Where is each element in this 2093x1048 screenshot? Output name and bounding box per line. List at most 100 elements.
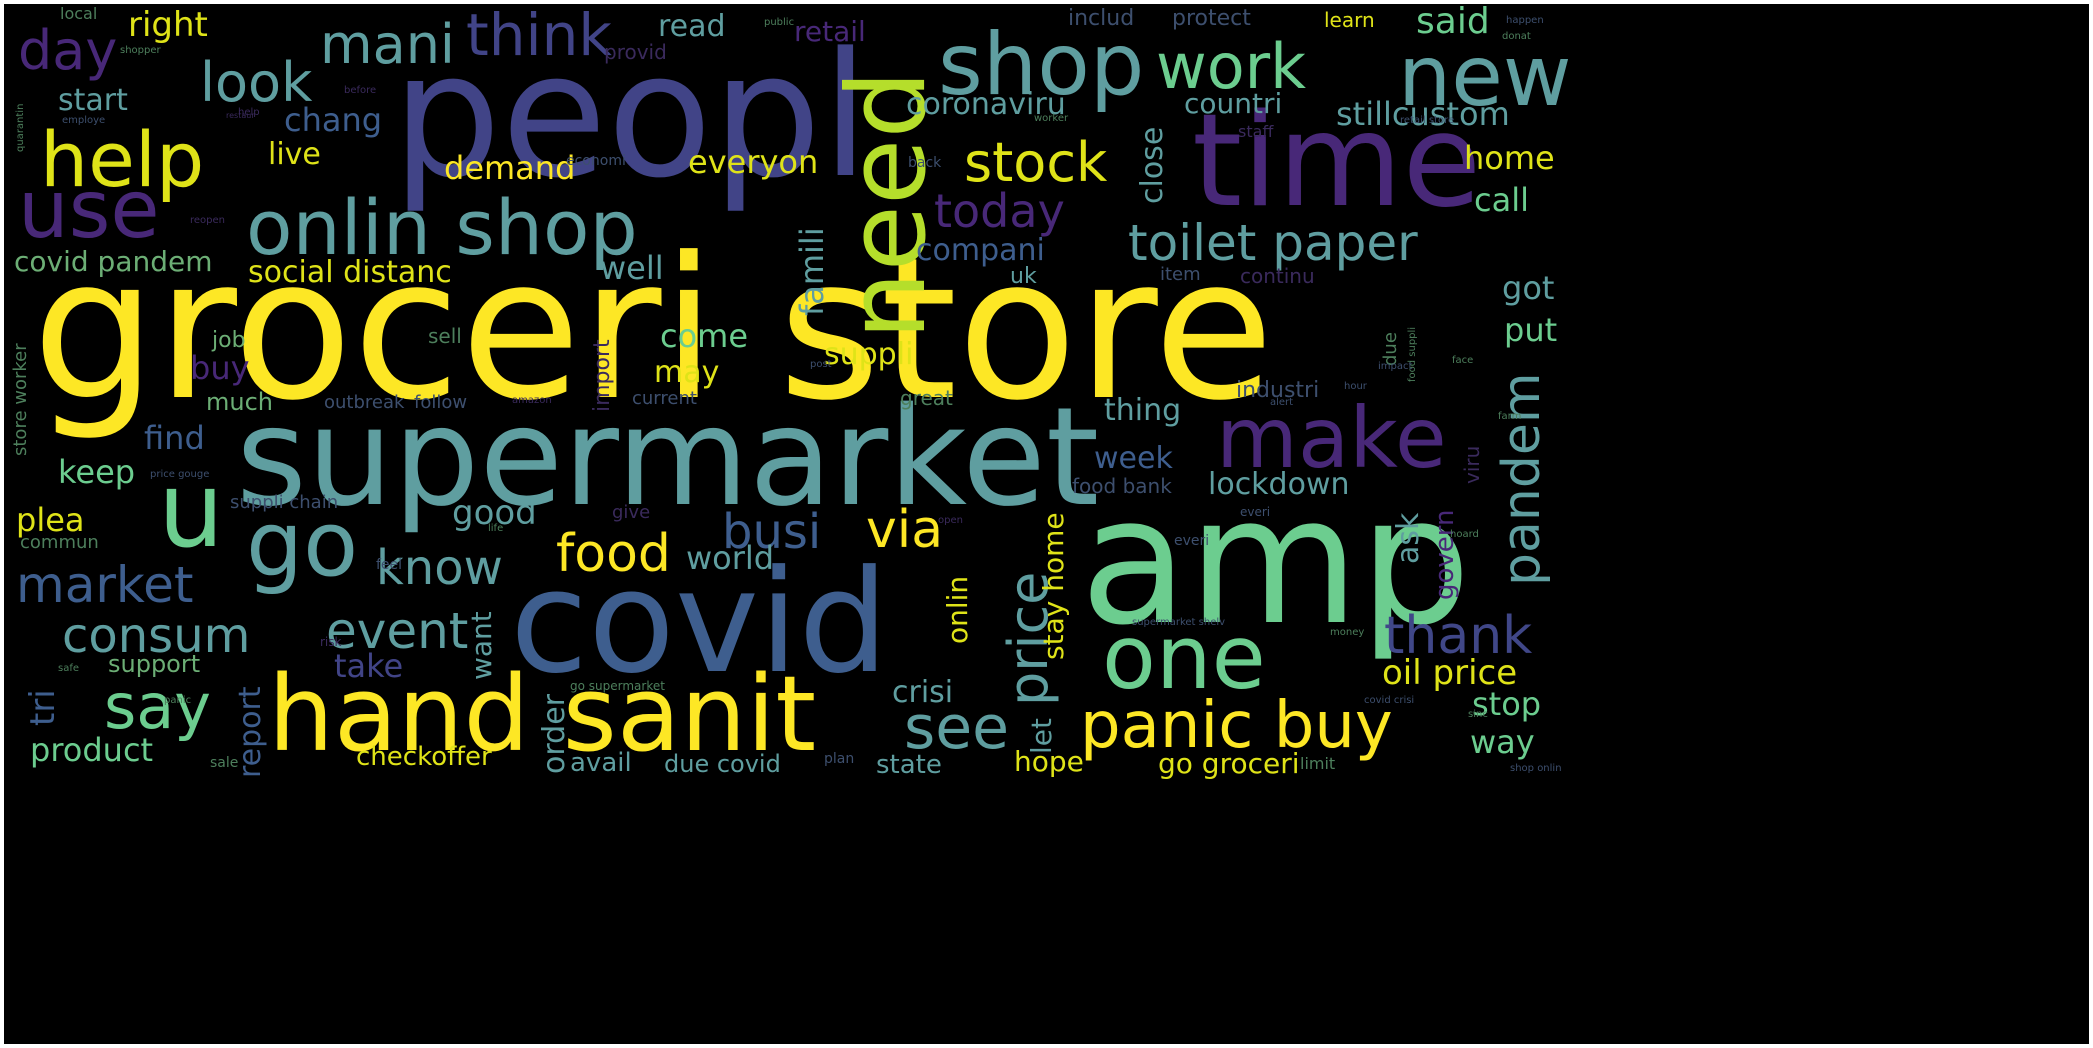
word-social-distanc: social distanc: [248, 255, 452, 290]
word-home: home: [1464, 139, 1555, 177]
word-item: item: [1160, 264, 1201, 285]
word-stop: stop: [1472, 685, 1542, 723]
word-go-supermarket: go supermarket: [570, 679, 665, 693]
word-price-gouge: price gouge: [150, 469, 210, 480]
word-want: want: [465, 611, 498, 680]
word-suppli-chain: suppli chain: [230, 492, 339, 513]
word-call: call: [1474, 181, 1529, 219]
word-good: good: [452, 493, 537, 533]
word-staff: staff: [1238, 122, 1274, 141]
word-covid-pandem: covid pandem: [14, 245, 213, 278]
word-busi: busi: [722, 504, 822, 560]
word-tri: tri: [23, 689, 63, 726]
word-shop-onlin: shop onlin: [1510, 763, 1562, 774]
word-protect: protect: [1172, 6, 1251, 31]
word-got: got: [1502, 269, 1555, 307]
word-go-groceri: go groceri: [1158, 747, 1300, 780]
word-stock: stock: [964, 131, 1108, 194]
word-open: open: [938, 515, 963, 526]
word-time: time: [1192, 87, 1482, 236]
word-onlin: onlin: [941, 575, 974, 644]
word-economi: economi: [566, 153, 626, 169]
word-stay-home: stay home: [1037, 512, 1070, 660]
word-groceri-store: groceri store: [32, 216, 1275, 444]
word-work: work: [1156, 30, 1307, 103]
word-support: support: [108, 650, 201, 678]
word-impact: impact: [1378, 361, 1413, 372]
word-thank: thank: [1384, 606, 1533, 666]
word-checkoffer: checkoffer: [356, 742, 492, 772]
word-employe: employe: [62, 115, 106, 126]
word-compani: compani: [916, 233, 1045, 268]
word-know: know: [376, 540, 503, 596]
word-food-bank: food bank: [1072, 474, 1172, 498]
word-pandem: pandem: [1492, 372, 1552, 586]
word-say: say: [104, 670, 211, 743]
word-coronaviru: coronaviru: [906, 87, 1066, 122]
word-ask: ask: [1391, 512, 1426, 564]
word-job: job: [212, 328, 246, 353]
word-peopl: peopl: [392, 15, 870, 216]
word-suppli: suppli: [824, 337, 914, 372]
word-think: think: [466, 4, 612, 69]
word-right: right: [128, 5, 208, 45]
word-restaur: restaur: [226, 111, 255, 120]
word-panic: panic: [164, 695, 192, 706]
word-covid: covid: [510, 540, 889, 705]
word-farm: farm: [1498, 411, 1522, 422]
word-food-suppli: food suppli: [1407, 326, 1418, 382]
word-oil-price: oil price: [1382, 653, 1518, 693]
word-avail: avail: [570, 748, 632, 778]
word-hope: hope: [1014, 745, 1084, 778]
word-hoard: hoard: [1450, 529, 1479, 540]
word-local: local: [60, 4, 98, 23]
word-use: use: [18, 163, 160, 256]
word-take: take: [334, 647, 404, 685]
word-continu: continu: [1240, 264, 1315, 288]
word-reopen: reopen: [190, 215, 225, 226]
word-plea: plea: [16, 501, 85, 539]
word-famili: famili: [793, 227, 831, 316]
word-sale: sale: [210, 755, 239, 771]
word-amazon: amazon: [512, 395, 552, 406]
word-put: put: [1504, 311, 1558, 349]
word-buy: buy: [190, 349, 250, 387]
word-back: back: [908, 155, 942, 171]
word-way: way: [1470, 723, 1535, 761]
word-post: post: [810, 359, 832, 370]
word-give: give: [612, 502, 651, 523]
word-report: report: [233, 686, 268, 778]
word-public: public: [764, 17, 795, 28]
word-everi-2: everi: [1240, 505, 1271, 519]
word-demand: demand: [444, 149, 576, 187]
word-commun: commun: [20, 532, 99, 553]
word-find: find: [144, 419, 205, 457]
word-donat: donat: [1502, 31, 1531, 42]
word-help-small: help: [238, 107, 260, 118]
word-import: import: [590, 339, 615, 412]
word-chang: chang: [284, 101, 383, 139]
word-consum: consum: [62, 608, 251, 664]
word-live: live: [268, 137, 321, 172]
word-today: today: [934, 184, 1065, 238]
word-supermarket-shelv: supermarket shelv: [1132, 617, 1226, 628]
word-one: one: [1102, 606, 1266, 709]
word-everi: everi: [1174, 533, 1210, 549]
word-plan: plan: [824, 751, 855, 767]
word-stillcustom: stillcustom: [1336, 95, 1510, 133]
word-read: read: [658, 9, 726, 44]
word-face: face: [1452, 355, 1474, 366]
word-come: come: [660, 317, 749, 355]
word-lockdown: lockdown: [1208, 467, 1350, 502]
word-includ: includ: [1068, 6, 1135, 31]
word-crisi: crisi: [892, 675, 954, 710]
word-sinc: sinc: [1468, 709, 1488, 720]
word-hour: hour: [1344, 381, 1367, 392]
word-week: week: [1094, 441, 1173, 476]
word-uk: uk: [1010, 264, 1037, 289]
word-safe: safe: [58, 663, 80, 674]
word-state: state: [876, 750, 942, 780]
word-panic-buy: panic buy: [1080, 689, 1393, 763]
word-look: look: [200, 51, 313, 114]
